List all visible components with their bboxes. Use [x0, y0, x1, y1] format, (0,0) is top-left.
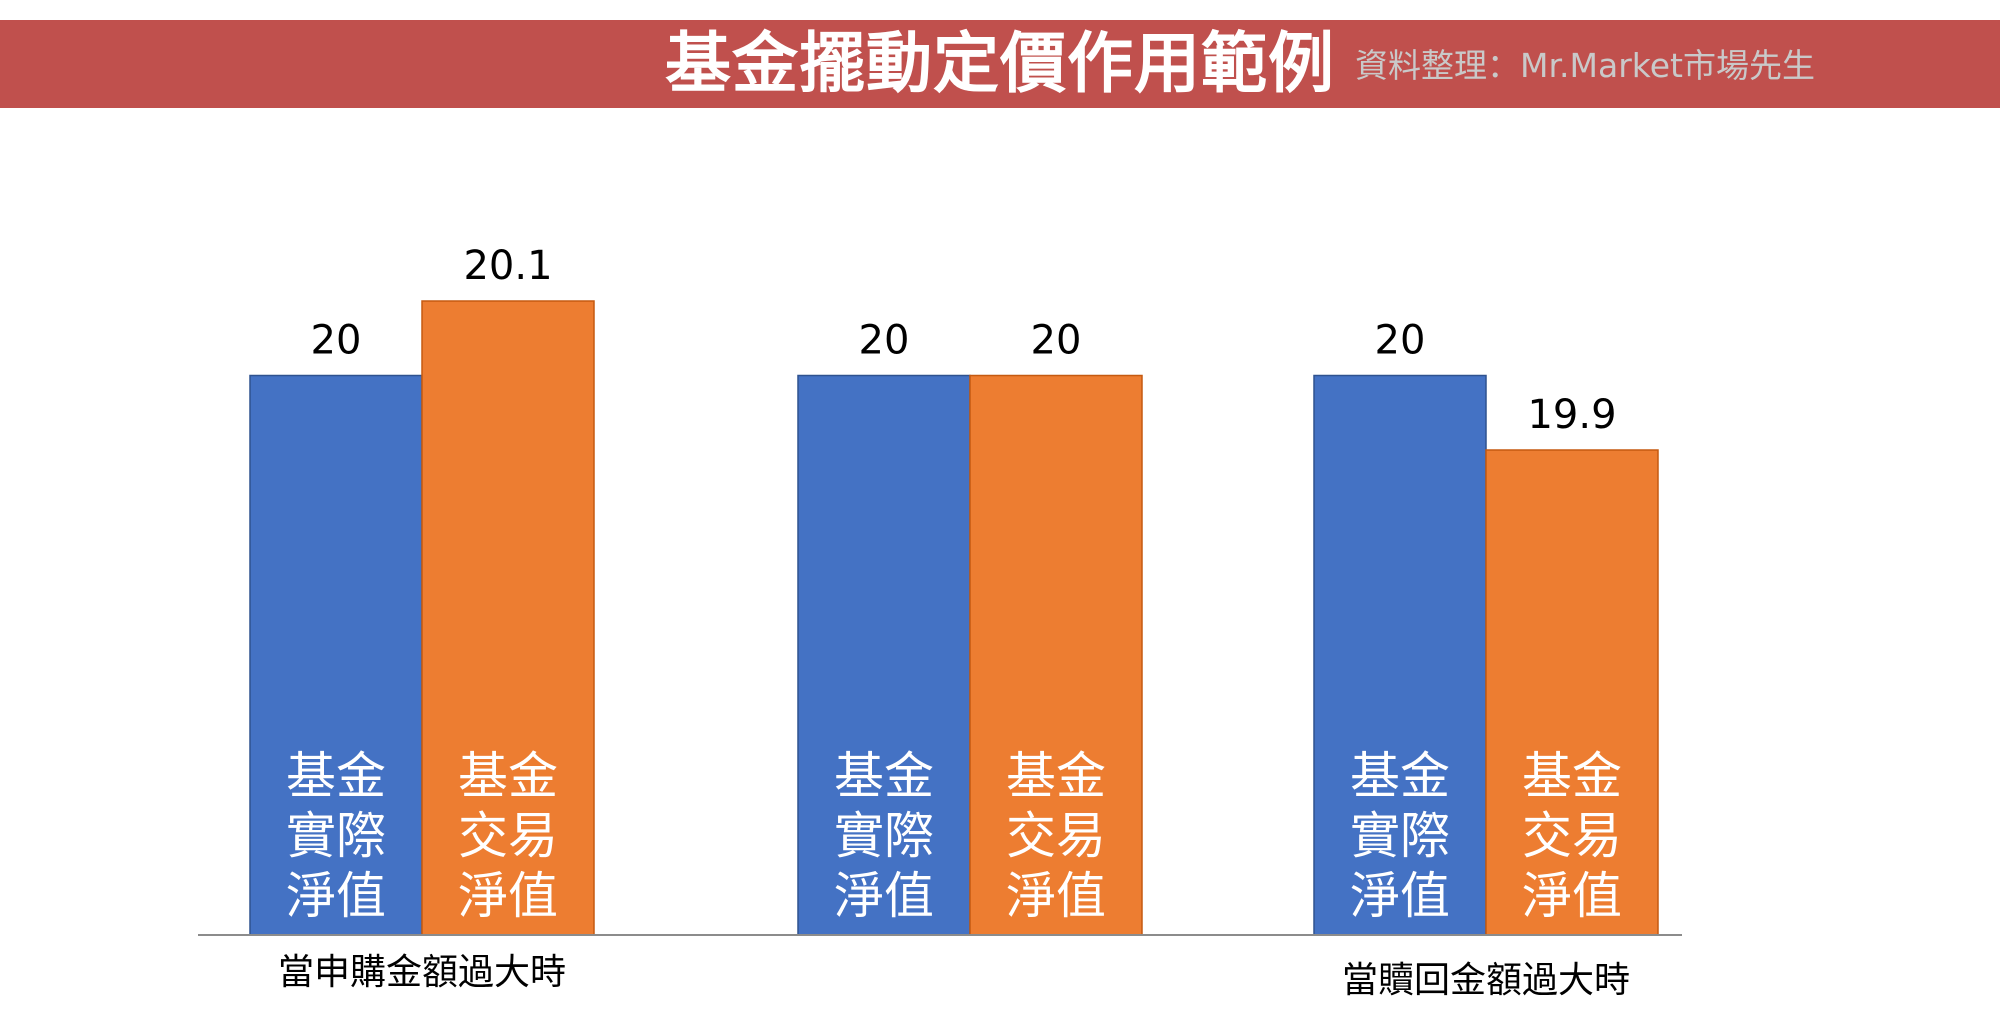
title-banner	[0, 20, 2000, 108]
bar-label-trading-nav-2-line-2: 交易	[1006, 807, 1106, 865]
bar-label-trading-nav-3-line-3: 淨值	[1522, 867, 1622, 925]
bar-label-trading-nav-2-line-3: 淨值	[1006, 867, 1106, 925]
bar-label-actual-nav-1-line-2: 實際	[286, 807, 386, 865]
bar-label-actual-nav-3-line-2: 實際	[1350, 807, 1450, 865]
bar-label-actual-nav-2-line-2: 實際	[834, 807, 934, 865]
source-credit: 資料整理：Mr.Market市場先生	[1355, 46, 1815, 85]
bar-trading-nav-3	[1485, 449, 1659, 936]
category-label-3: 當贖回金額過大時	[1342, 960, 1630, 1001]
data-label-actual-nav-3: 20	[1375, 318, 1426, 364]
bar-label-actual-nav-3-line-1: 基金	[1350, 747, 1450, 805]
bar-label-actual-nav-2-line-3: 淨值	[834, 867, 934, 925]
bar-label-actual-nav-2-line-1: 基金	[834, 747, 934, 805]
bar-trading-nav-1	[421, 300, 595, 936]
bar-label-trading-nav-3-line-1: 基金	[1522, 747, 1622, 805]
bar-label-actual-nav-1-line-3: 淨值	[286, 867, 386, 925]
bar-label-trading-nav-2-line-1: 基金	[1006, 747, 1106, 805]
data-label-trading-nav-2: 20	[1031, 318, 1082, 364]
page-title: 基金擺動定價作用範例	[665, 25, 1335, 102]
bar-label-trading-nav-1-line-3: 淨值	[458, 867, 558, 925]
bar-label-trading-nav-1-line-1: 基金	[458, 747, 558, 805]
category-label-1: 當申購金額過大時	[278, 952, 566, 993]
data-label-actual-nav-1: 20	[311, 318, 362, 364]
bar-label-trading-nav-3-line-2: 交易	[1522, 807, 1622, 865]
data-label-actual-nav-2: 20	[859, 318, 910, 364]
data-label-trading-nav-1: 20.1	[463, 243, 552, 289]
bar-label-trading-nav-1-line-2: 交易	[458, 807, 558, 865]
bar-label-actual-nav-3-line-3: 淨值	[1350, 867, 1450, 925]
data-label-trading-nav-3: 19.9	[1527, 392, 1616, 438]
bar-label-actual-nav-1-line-1: 基金	[286, 747, 386, 805]
